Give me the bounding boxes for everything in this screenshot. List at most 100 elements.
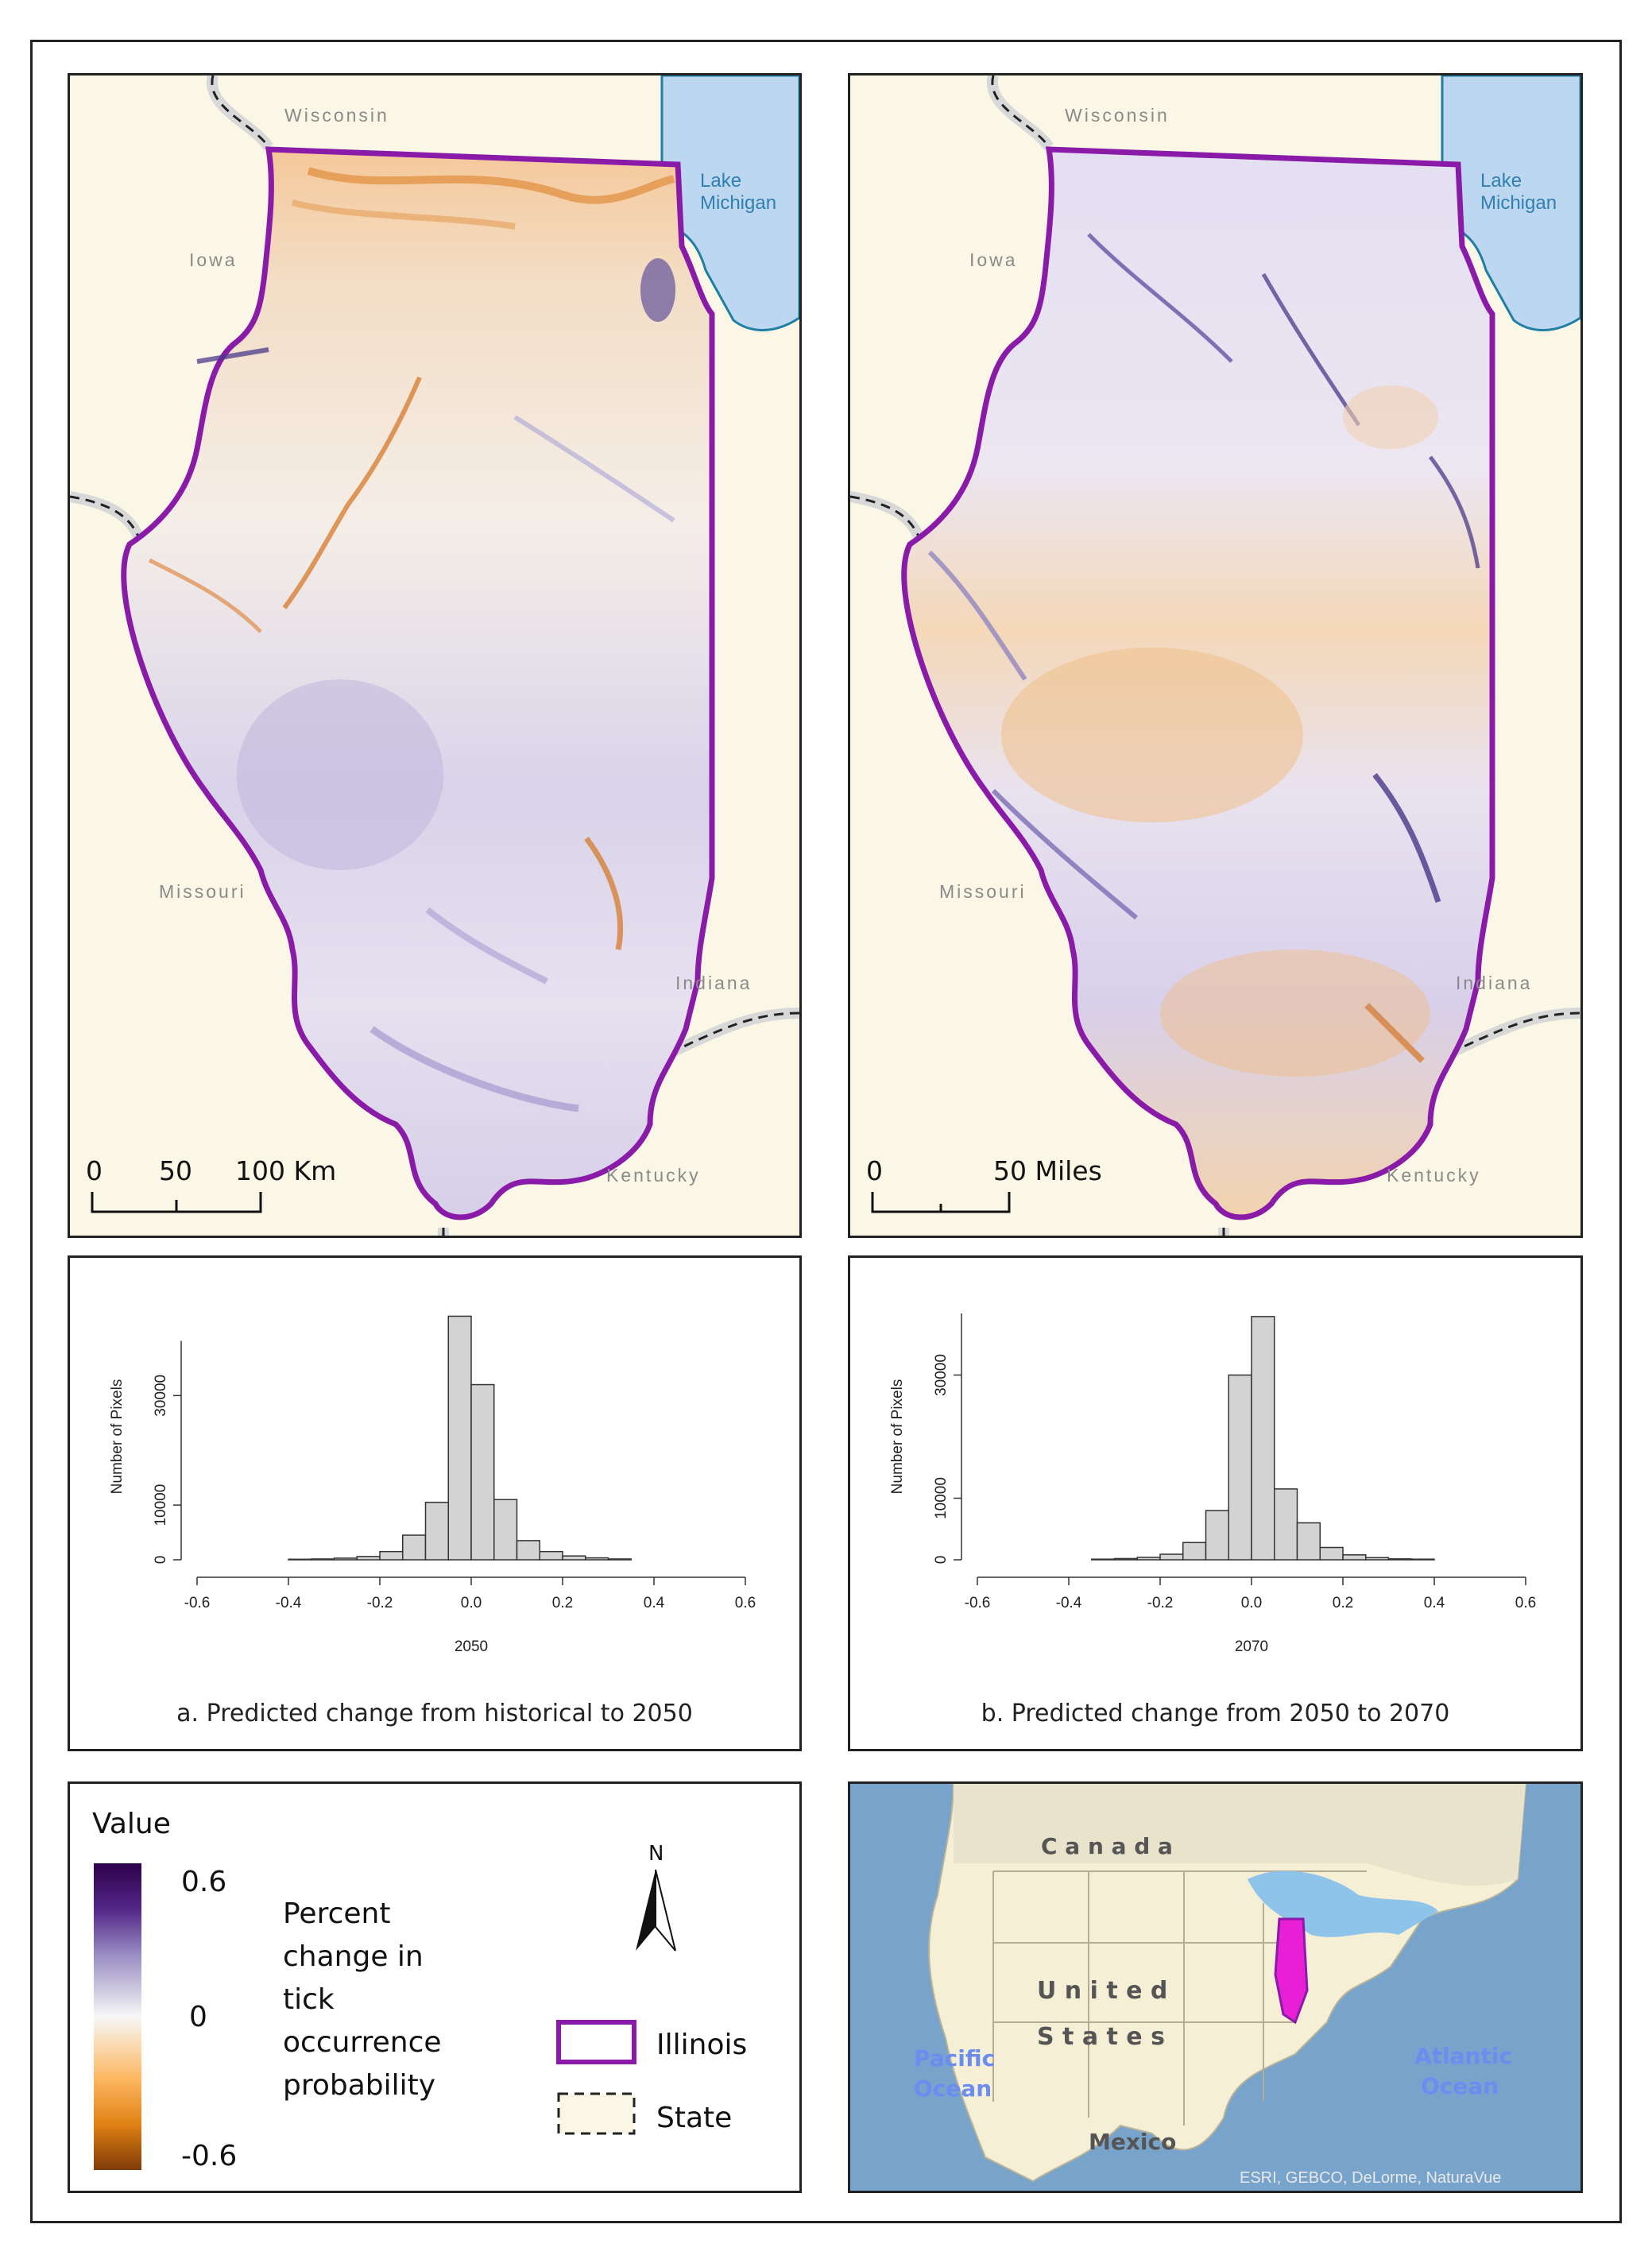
histogram-bar <box>539 1550 563 1561</box>
map-a-svg: Wisconsin Iowa Lake Michigan Missouri In… <box>70 75 799 1236</box>
histogram-bar <box>402 1534 427 1561</box>
x-tick-label: -0.6 <box>965 1595 991 1611</box>
x-tick-label: -0.4 <box>1056 1595 1082 1611</box>
inset-atlantic-1: Atlantic <box>1414 2043 1512 2069</box>
inset-state-lines <box>992 1870 1367 2126</box>
y-tick-label: 0 <box>153 1556 169 1565</box>
x-tick-label: 0.2 <box>552 1595 573 1611</box>
label-kentucky: Kentucky <box>606 1165 701 1186</box>
inset-canada-label: C a n a d a <box>1041 1833 1173 1859</box>
histogram-bar <box>379 1550 404 1561</box>
histogram-bar <box>585 1557 609 1561</box>
inset-map-svg: C a n a d a U n i t e d S t a t e s Paci… <box>850 1784 1580 2191</box>
legend-illinois: Illinois <box>656 2029 747 2061</box>
svg-text:50 Miles: 50 Miles <box>993 1155 1102 1186</box>
map-a-texture <box>148 167 675 1112</box>
legend-max: 0.6 <box>181 1866 226 1898</box>
y-tick-label: 10000 <box>933 1477 950 1519</box>
y-tick-label: 30000 <box>933 1354 950 1396</box>
histogram-bar <box>1182 1542 1207 1561</box>
histogram-bar <box>333 1557 358 1561</box>
inset-atlantic-2: Ocean <box>1421 2073 1499 2099</box>
x-tick-label: -0.2 <box>367 1595 393 1611</box>
x-tick-label: 0.4 <box>1424 1595 1445 1611</box>
histogram-bar <box>1159 1553 1184 1561</box>
label-indiana: Indiana <box>1456 973 1532 993</box>
illinois-legend-swatch <box>556 2020 636 2064</box>
map-panel-b: Wisconsin Iowa Lake Michigan Missouri In… <box>848 73 1583 1238</box>
histogram-bar <box>1365 1557 1390 1561</box>
histogram-bar <box>1296 1522 1321 1561</box>
label-iowa: Iowa <box>189 250 238 270</box>
inset-map-panel: C a n a d a U n i t e d S t a t e s Paci… <box>848 1781 1583 2193</box>
state-border <box>850 75 1580 1236</box>
legend-panel: Value 0.6 0 -0.6 Percent change in tick … <box>68 1781 802 2193</box>
map-panel-a: Wisconsin Iowa Lake Michigan Missouri In… <box>68 73 802 1238</box>
x-axis-label: 2070 <box>1235 1638 1268 1655</box>
map-b-svg: Wisconsin Iowa Lake Michigan Missouri In… <box>850 75 1580 1236</box>
state-border <box>70 75 799 1236</box>
svg-text:N: N <box>648 1842 664 1866</box>
caption-b: b. Predicted change from 2050 to 2070 <box>981 1700 1450 1727</box>
legend-color-ramp <box>94 1863 141 2170</box>
inset-canada <box>954 1784 1526 1886</box>
label-lake-2: Michigan <box>1480 192 1557 214</box>
histogram-bar <box>1342 1554 1367 1561</box>
y-axis-label: Number of Pixels <box>109 1379 126 1495</box>
histogram-bar <box>1410 1558 1435 1561</box>
histogram-bar <box>1091 1558 1116 1561</box>
x-axis-label: 2050 <box>455 1638 488 1655</box>
state-legend-swatch <box>557 2092 636 2135</box>
x-tick-label: 0.6 <box>735 1595 756 1611</box>
legend-svg: Value 0.6 0 -0.6 Percent change in tick … <box>92 1808 747 2172</box>
histogram-bar <box>1251 1316 1275 1561</box>
histogram-bar <box>562 1555 586 1561</box>
label-missouri: Missouri <box>939 881 1027 902</box>
legend-min: -0.6 <box>181 2140 237 2172</box>
histogram-bar <box>1228 1374 1252 1561</box>
svg-text:0: 0 <box>86 1155 103 1186</box>
label-indiana: Indiana <box>675 973 752 993</box>
y-axis-label: Number of Pixels <box>889 1379 906 1495</box>
inset-pacific-2: Ocean <box>914 2075 992 2102</box>
label-lake-1: Lake <box>700 170 741 191</box>
y-tick-label: 10000 <box>153 1484 169 1526</box>
inset-illinois <box>1274 1917 1309 2025</box>
histogram-panel-b: -0.6 -0.4 -0.2 0.0 0.2 0.4 0.6 0 10000 30000 Numbe… <box>848 1255 1583 1751</box>
label-lake-1: Lake <box>1480 170 1522 191</box>
histogram-bar <box>447 1315 472 1561</box>
histogram-bar <box>1113 1557 1138 1561</box>
scale-bar-km: 0 50 100 Km <box>86 1155 336 1213</box>
histogram-bar <box>607 1558 632 1561</box>
inset-pacific-1: Pacific <box>914 2045 995 2072</box>
histogram-bar <box>424 1501 449 1561</box>
caption-a: a. Predicted change from historical to 2… <box>176 1700 693 1727</box>
inset-credit: ESRI, GEBCO, DeLorme, NaturaVue <box>1240 2169 1501 2187</box>
x-tick-label: 0.0 <box>1241 1595 1262 1611</box>
legend-title: Value <box>92 1808 171 1840</box>
x-tick-label: -0.6 <box>184 1595 211 1611</box>
scale-bar-miles: 0 50 Miles <box>866 1155 1102 1213</box>
y-tick-label: 0 <box>933 1556 950 1565</box>
inset-land <box>928 1784 1527 2183</box>
x-tick-label: -0.4 <box>276 1595 302 1611</box>
x-tick-label: 0.6 <box>1515 1595 1536 1611</box>
histogram-bar <box>1387 1558 1412 1561</box>
histogram-bar <box>493 1499 518 1561</box>
histogram-bar <box>1319 1546 1344 1561</box>
label-iowa: Iowa <box>969 250 1018 270</box>
svg-text:100 Km: 100 Km <box>235 1155 336 1186</box>
label-lake-2: Michigan <box>700 192 776 214</box>
x-tick-label: 0.4 <box>644 1595 665 1611</box>
map-b-texture <box>927 233 1480 1077</box>
histogram-bar <box>516 1540 540 1561</box>
histogram-bar <box>311 1558 335 1561</box>
histogram-bar <box>1136 1557 1161 1561</box>
histogram-bar <box>288 1558 312 1561</box>
label-missouri: Missouri <box>159 881 246 902</box>
histogram-bar <box>1274 1488 1298 1561</box>
y-tick-label: 30000 <box>153 1375 169 1417</box>
histogram-b: -0.6 -0.4 -0.2 0.0 0.2 0.4 0.6 0 10000 30000 Numbe… <box>889 1313 1536 1655</box>
x-tick-label: -0.2 <box>1147 1595 1174 1611</box>
inset-us-label-1: U n i t e d <box>1037 1977 1167 2005</box>
